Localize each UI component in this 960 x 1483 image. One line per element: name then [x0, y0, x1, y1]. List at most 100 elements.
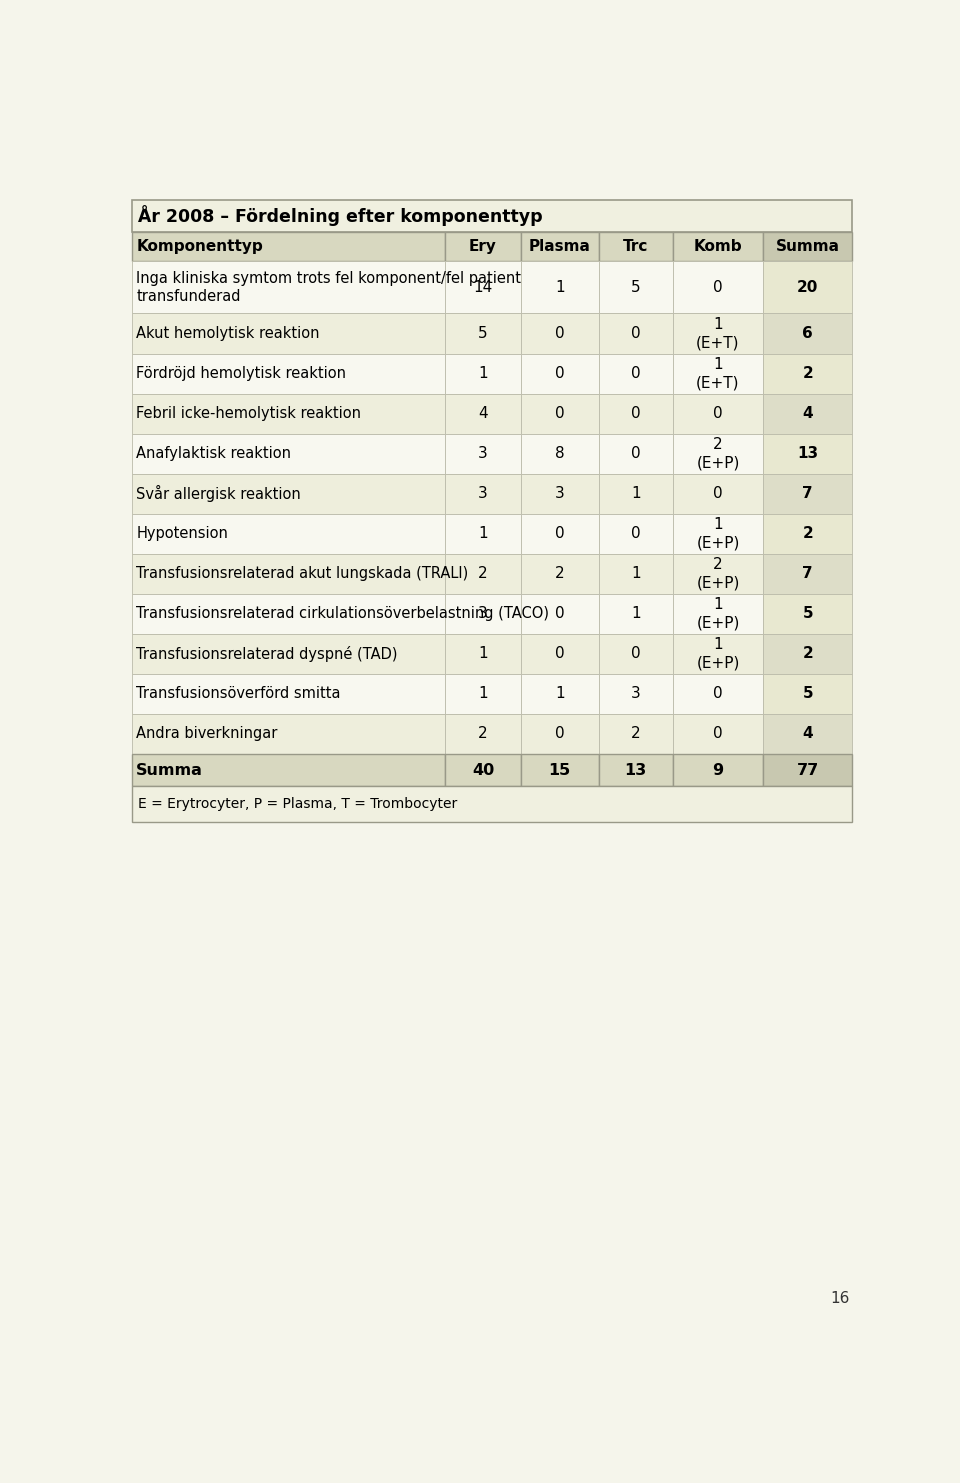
Text: 5: 5: [803, 687, 813, 701]
Bar: [132, 353, 445, 393]
Text: 0: 0: [631, 326, 640, 341]
Bar: [763, 513, 852, 553]
Bar: [673, 313, 763, 353]
Text: Inga kliniska symtom trots fel komponent/fel patient
transfunderad: Inga kliniska symtom trots fel komponent…: [136, 270, 521, 304]
Text: Hypotension: Hypotension: [136, 526, 228, 541]
Bar: [763, 261, 852, 313]
Bar: [599, 753, 673, 786]
Bar: [599, 433, 673, 473]
Bar: [521, 433, 599, 473]
Text: 13: 13: [797, 446, 818, 461]
Text: 0: 0: [713, 687, 723, 701]
Text: 0: 0: [555, 526, 564, 541]
Text: Fördröjd hemolytisk reaktion: Fördröjd hemolytisk reaktion: [136, 366, 347, 381]
Bar: [521, 673, 599, 713]
Bar: [673, 713, 763, 753]
Text: 0: 0: [631, 526, 640, 541]
Text: 1
(E+P): 1 (E+P): [696, 598, 739, 630]
Text: 2: 2: [478, 567, 488, 581]
Bar: [599, 231, 673, 261]
Text: 2: 2: [478, 727, 488, 742]
Text: 1: 1: [631, 607, 640, 621]
Text: 20: 20: [797, 280, 818, 295]
Bar: [763, 473, 852, 513]
Bar: [673, 633, 763, 673]
Bar: [445, 553, 521, 593]
Bar: [673, 593, 763, 633]
Text: 3: 3: [555, 486, 564, 501]
Text: 5: 5: [478, 326, 488, 341]
Text: 13: 13: [625, 762, 647, 777]
Text: 7: 7: [803, 486, 813, 501]
Text: 0: 0: [555, 727, 564, 742]
Text: Transfusionsrelaterad akut lungskada (TRALI): Transfusionsrelaterad akut lungskada (TR…: [136, 567, 468, 581]
Bar: [599, 473, 673, 513]
Bar: [132, 200, 852, 231]
Bar: [673, 393, 763, 433]
Bar: [599, 593, 673, 633]
Bar: [445, 673, 521, 713]
Text: 2
(E+P): 2 (E+P): [696, 558, 739, 590]
Bar: [445, 513, 521, 553]
Text: Transfusionsrelaterad dyspné (TAD): Transfusionsrelaterad dyspné (TAD): [136, 645, 397, 661]
Text: 0: 0: [555, 326, 564, 341]
Bar: [673, 513, 763, 553]
Text: 0: 0: [713, 727, 723, 742]
Text: Trc: Trc: [623, 239, 648, 254]
Bar: [445, 593, 521, 633]
Text: 0: 0: [631, 647, 640, 661]
Text: 1: 1: [478, 366, 488, 381]
Text: 0: 0: [713, 486, 723, 501]
Bar: [599, 713, 673, 753]
Text: 2: 2: [631, 727, 640, 742]
Text: 40: 40: [472, 762, 494, 777]
Bar: [521, 473, 599, 513]
Bar: [445, 393, 521, 433]
Bar: [132, 713, 445, 753]
Bar: [445, 753, 521, 786]
Bar: [521, 393, 599, 433]
Text: Andra biverkningar: Andra biverkningar: [136, 727, 277, 742]
Text: 1: 1: [631, 486, 640, 501]
Bar: [132, 753, 445, 786]
Bar: [599, 553, 673, 593]
Bar: [132, 313, 445, 353]
Bar: [521, 633, 599, 673]
Text: 6: 6: [803, 326, 813, 341]
Text: 3: 3: [478, 486, 488, 501]
Bar: [673, 473, 763, 513]
Text: 0: 0: [555, 366, 564, 381]
Text: År 2008 – Fördelning efter komponenttyp: År 2008 – Fördelning efter komponenttyp: [138, 205, 542, 227]
Bar: [132, 593, 445, 633]
Bar: [599, 261, 673, 313]
Text: Svår allergisk reaktion: Svår allergisk reaktion: [136, 485, 301, 503]
Text: 0: 0: [713, 280, 723, 295]
Text: Transfusionsrelaterad cirkulationsöverbelastning (TACO): Transfusionsrelaterad cirkulationsöverbe…: [136, 607, 549, 621]
Bar: [763, 633, 852, 673]
Text: 2: 2: [803, 647, 813, 661]
Text: E = Erytrocyter, P = Plasma, T = Trombocyter: E = Erytrocyter, P = Plasma, T = Tromboc…: [138, 796, 457, 811]
Bar: [132, 261, 445, 313]
Text: 2: 2: [803, 526, 813, 541]
Text: 2: 2: [555, 567, 564, 581]
Bar: [521, 553, 599, 593]
Text: 2
(E+P): 2 (E+P): [696, 437, 739, 470]
Text: 7: 7: [803, 567, 813, 581]
Bar: [445, 313, 521, 353]
Text: 1: 1: [631, 567, 640, 581]
Bar: [521, 513, 599, 553]
Bar: [132, 393, 445, 433]
Bar: [673, 433, 763, 473]
Bar: [521, 313, 599, 353]
Text: 3: 3: [478, 607, 488, 621]
Text: Ery: Ery: [469, 239, 497, 254]
Text: Plasma: Plasma: [529, 239, 590, 254]
Bar: [763, 753, 852, 786]
Bar: [445, 473, 521, 513]
Text: 1: 1: [478, 526, 488, 541]
Text: 14: 14: [473, 280, 492, 295]
Text: Anafylaktisk reaktion: Anafylaktisk reaktion: [136, 446, 291, 461]
Bar: [445, 261, 521, 313]
Text: 0: 0: [555, 607, 564, 621]
Bar: [445, 713, 521, 753]
